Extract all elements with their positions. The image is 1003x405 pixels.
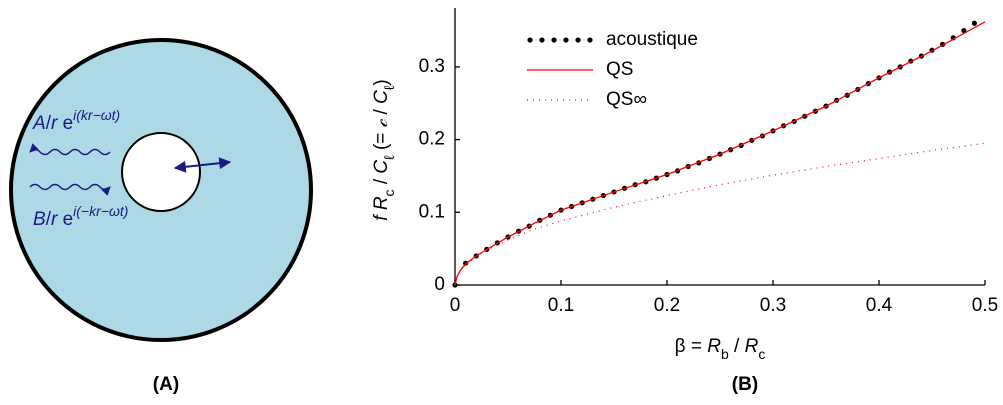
label-part: ℓ bbox=[381, 155, 397, 160]
label-part: ℓ bbox=[381, 85, 397, 90]
outgoing-wave bbox=[29, 143, 111, 156]
label-part: / bbox=[729, 336, 745, 357]
label-part: r bbox=[51, 209, 58, 230]
label-part: R bbox=[745, 336, 759, 357]
label-part: i(−kr−ωt) bbox=[73, 203, 128, 219]
label-part: β = bbox=[675, 336, 708, 357]
legend-swatch bbox=[539, 37, 545, 43]
x-tick-label: 0.2 bbox=[654, 295, 680, 316]
label-part: e bbox=[57, 209, 73, 230]
x-tick-label: 0 bbox=[450, 295, 461, 316]
y-axis-label: f Rc / Cℓ (= 𝒸 / Cℓ) bbox=[371, 79, 397, 220]
incoming-wave bbox=[29, 183, 111, 196]
panel-label: (B) bbox=[732, 374, 758, 395]
y-tick-label: 0 bbox=[434, 274, 445, 295]
wave-label: A/r ei(kr−ωt) bbox=[32, 107, 120, 134]
legend-label: QS bbox=[606, 59, 633, 80]
label-part: (= bbox=[371, 127, 392, 155]
label-part: B bbox=[33, 209, 46, 230]
label-part: f R bbox=[371, 196, 392, 221]
label-part: / bbox=[46, 113, 52, 134]
legend-swatch bbox=[587, 37, 593, 43]
label-part: C bbox=[371, 90, 392, 104]
legend-label: QS∞ bbox=[606, 89, 647, 110]
label-part: b bbox=[721, 346, 729, 362]
oscillation-arrow bbox=[173, 157, 232, 173]
label-part: / bbox=[46, 209, 52, 230]
inner-bubble bbox=[121, 132, 201, 212]
label-part: ) bbox=[371, 79, 392, 85]
panel-label: (A) bbox=[153, 374, 179, 395]
x-tick-label: 0.3 bbox=[760, 295, 786, 316]
y-tick-label: 0.3 bbox=[419, 56, 445, 77]
legend-label: acoustique bbox=[606, 29, 698, 50]
label-part: / bbox=[371, 104, 392, 120]
data-point bbox=[971, 20, 978, 26]
wave-label: B/r ei(−kr−ωt) bbox=[33, 203, 128, 230]
x-tick-label: 0.1 bbox=[548, 295, 574, 316]
y-tick-label: 0.2 bbox=[419, 129, 445, 150]
data-line bbox=[454, 21, 986, 286]
label-part: c bbox=[758, 346, 765, 362]
legend-swatch bbox=[527, 37, 533, 43]
x-tick-label: 0.4 bbox=[866, 295, 893, 316]
legend-swatch bbox=[575, 37, 581, 43]
data-line bbox=[454, 142, 986, 286]
label-part: A bbox=[32, 113, 46, 134]
label-part: e bbox=[57, 113, 73, 134]
label-part: i(kr−ωt) bbox=[73, 107, 120, 123]
label-part: C bbox=[371, 160, 392, 174]
y-tick-label: 0.1 bbox=[419, 201, 445, 222]
data-point bbox=[961, 27, 967, 34]
label-part: r bbox=[51, 113, 58, 134]
legend-swatch bbox=[551, 37, 557, 43]
label-part: R bbox=[707, 336, 721, 357]
label-part: c bbox=[381, 189, 397, 196]
legend-swatch bbox=[563, 37, 569, 43]
x-tick-label: 0.5 bbox=[972, 295, 998, 316]
label-part: 𝒸 bbox=[371, 118, 392, 127]
label-part: / bbox=[371, 174, 392, 190]
x-axis-label: β = Rb / Rc bbox=[675, 336, 766, 362]
